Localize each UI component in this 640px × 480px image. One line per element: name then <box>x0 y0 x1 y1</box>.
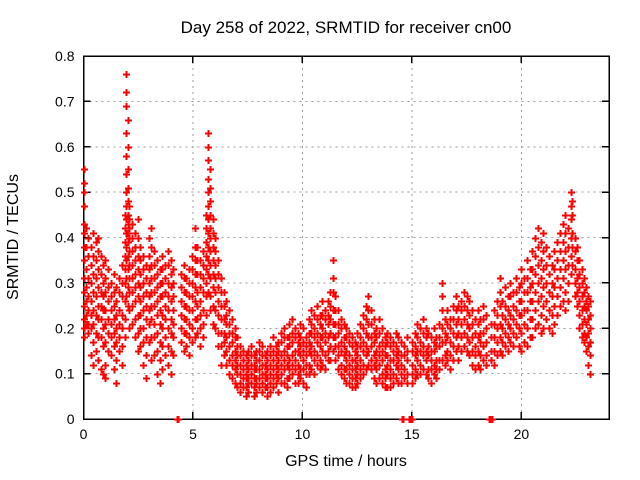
grid-lines <box>83 56 609 419</box>
x-tick-label: 15 <box>404 426 420 442</box>
x-axis-label: GPS time / hours <box>285 453 407 470</box>
y-axis-label: SRMTID / TECUs <box>5 174 22 300</box>
y-tick-label: 0.4 <box>55 230 75 246</box>
y-tick-label: 0.1 <box>55 366 75 382</box>
chart-title: Day 258 of 2022, SRMTID for receiver cn0… <box>181 18 512 37</box>
tick-labels: 0 5 10 15 20 0 0.1 0.2 0.3 0.4 0.5 0.6 0.7 0.8 <box>55 48 529 442</box>
x-tick-label: 20 <box>514 426 530 442</box>
y-tick-label: 0.8 <box>55 48 75 64</box>
x-tick-label: 5 <box>189 426 197 442</box>
x-tick-label: 0 <box>80 426 88 442</box>
y-tick-label: 0 <box>67 411 75 427</box>
scatter-points <box>81 71 594 423</box>
y-tick-label: 0.5 <box>55 184 75 200</box>
x-tick-label: 10 <box>295 426 311 442</box>
axis-ticks <box>82 55 609 420</box>
y-tick-label: 0.7 <box>55 93 75 109</box>
y-tick-label: 0.2 <box>55 320 75 336</box>
y-tick-label: 0.3 <box>55 275 75 291</box>
y-tick-label: 0.6 <box>55 139 75 155</box>
